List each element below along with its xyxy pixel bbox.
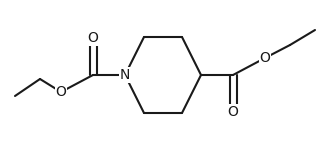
- Text: O: O: [228, 105, 238, 119]
- Text: O: O: [55, 85, 67, 99]
- Text: N: N: [120, 68, 130, 82]
- Text: O: O: [88, 31, 98, 45]
- Text: O: O: [259, 51, 271, 65]
